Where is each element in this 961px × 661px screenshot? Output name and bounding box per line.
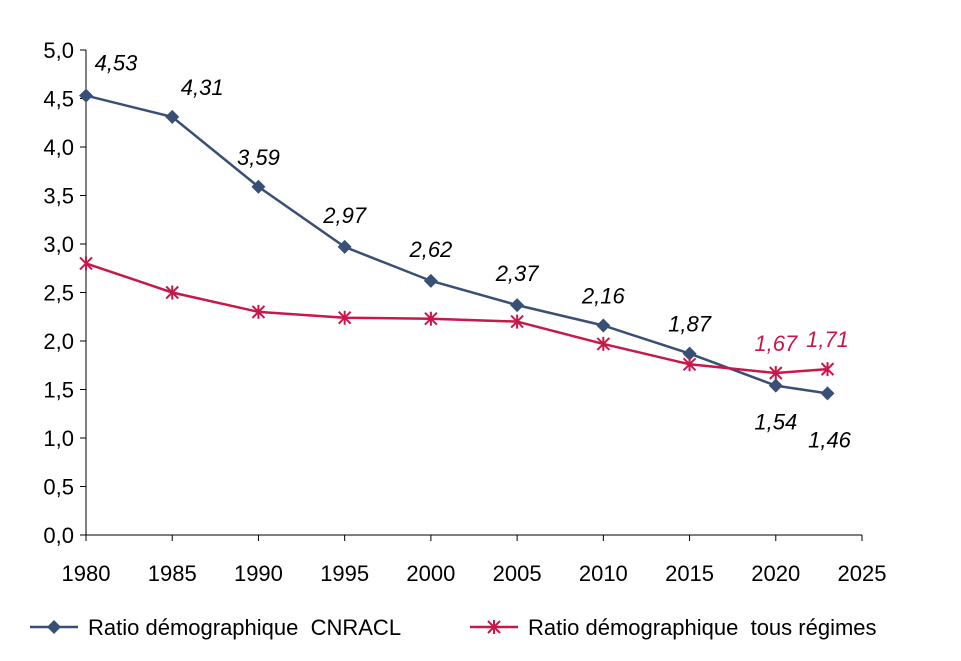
data-point-diamond [596,318,611,333]
x-tick-label: 2015 [665,561,714,586]
data-label: 1,87 [668,312,712,337]
data-point-asterisk [596,336,611,351]
data-label: 2,37 [495,261,540,286]
data-point-diamond [510,298,525,313]
x-tick-label: 1980 [62,561,111,586]
data-point-diamond [682,346,697,361]
data-label: 1,54 [754,410,797,435]
data-point-diamond [251,179,266,194]
series-line-cnracl [85,94,828,395]
y-tick-label: 2,5 [43,281,74,306]
data-point-asterisk [79,256,93,271]
legend-asterisk-icon [487,620,501,634]
data-label: 3,59 [237,145,280,170]
data-label: 4,53 [95,51,139,76]
data-point-diamond [165,109,180,124]
data-label: 4,31 [181,75,224,100]
data-label: 1,71 [806,327,849,352]
data-point-asterisk [337,310,352,325]
data-point-diamond [820,386,835,401]
data-point-asterisk [165,285,179,300]
y-tick-label: 1,0 [43,426,74,451]
x-tick-label: 2000 [406,561,455,586]
series-line-tous-regimes [85,262,828,375]
y-tick-label: 0,0 [43,523,74,548]
legend-diamond-icon [47,620,61,634]
data-point-asterisk [820,362,835,377]
data-point-asterisk [769,366,783,381]
x-tick-label: 2010 [579,561,628,586]
y-tick-label: 2,0 [43,329,74,354]
y-tick-label: 1,5 [43,378,74,403]
data-point-asterisk [251,304,266,319]
data-label: 2,16 [581,283,626,308]
data-point-asterisk [682,357,697,372]
x-tick-label: 2020 [751,561,800,586]
data-label: 2,62 [408,237,452,262]
y-tick-label: 5,0 [43,38,74,63]
data-point-diamond [337,239,352,254]
data-point-diamond [423,273,438,288]
x-tick-label: 1990 [234,561,283,586]
y-tick-label: 0,5 [43,475,74,500]
legend-label: Ratio démographique tous régimes [528,615,877,640]
data-label: 1,46 [808,427,852,452]
x-tick-label: 1985 [148,561,197,586]
data-label: 2,97 [322,203,367,228]
data-point-diamond [79,88,93,103]
x-tick-label: 2025 [838,561,887,586]
data-label: 1,67 [754,331,798,356]
y-tick-label: 3,5 [43,184,74,209]
data-point-diamond [768,378,783,393]
y-tick-label: 3,0 [43,232,74,257]
y-tick-label: 4,0 [43,135,74,160]
x-tick-label: 2005 [493,561,542,586]
y-tick-label: 4,5 [43,87,74,112]
data-point-asterisk [510,314,524,329]
x-tick-label: 1995 [320,561,369,586]
data-point-asterisk [424,311,438,326]
legend-label: Ratio démographique CNRACL [88,615,401,640]
